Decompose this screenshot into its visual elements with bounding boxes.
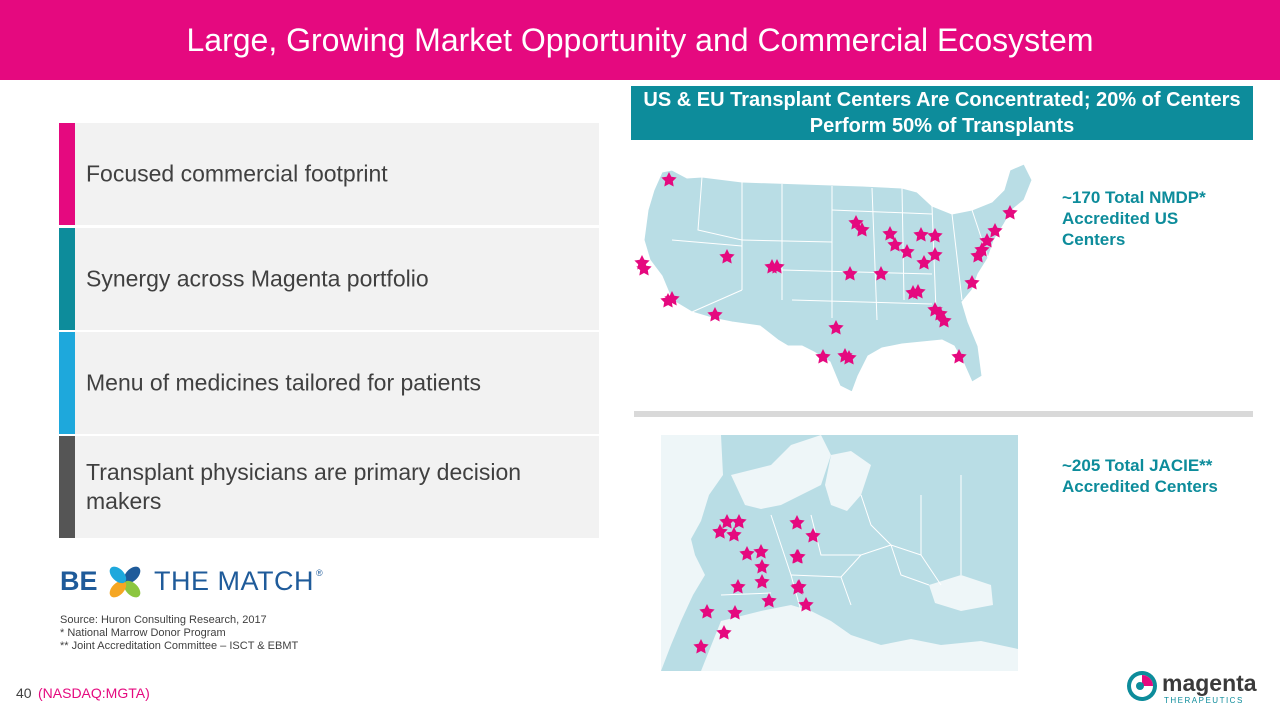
panel-accent-bar bbox=[59, 123, 75, 225]
star-icon bbox=[754, 559, 770, 574]
star-icon bbox=[719, 514, 735, 529]
star-icon bbox=[974, 242, 990, 257]
star-icon bbox=[854, 222, 870, 237]
star-icon bbox=[789, 515, 805, 530]
footnotes: Source: Huron Consulting Research, 2017 … bbox=[60, 614, 298, 653]
logo-match-text: THE MATCH bbox=[154, 566, 314, 596]
star-icon bbox=[699, 604, 715, 619]
star-icon bbox=[841, 350, 857, 365]
star-icon bbox=[707, 307, 723, 322]
logo-mark-icon bbox=[109, 566, 141, 598]
star-icon bbox=[739, 546, 755, 561]
star-icon bbox=[1002, 205, 1018, 220]
eu-centers-stat: ~205 Total JACIE** Accredited Centers bbox=[1062, 456, 1218, 496]
star-icon bbox=[726, 527, 742, 542]
star-icon bbox=[951, 349, 967, 364]
mediterranean-sea-shape bbox=[701, 605, 1018, 671]
slide-title: Large, Growing Market Opportunity and Co… bbox=[186, 22, 1094, 58]
star-icon bbox=[693, 639, 709, 654]
star-icon bbox=[913, 227, 929, 242]
section-divider bbox=[634, 411, 1253, 417]
panel-focused-footprint: Focused commercial footprint bbox=[59, 123, 599, 225]
us-map bbox=[632, 150, 1032, 395]
panel-accent-bar bbox=[59, 436, 75, 538]
logo-be-text: BE bbox=[60, 566, 98, 596]
title-bar: Large, Growing Market Opportunity and Co… bbox=[0, 0, 1280, 80]
star-icon bbox=[887, 237, 903, 252]
star-icon bbox=[636, 261, 652, 276]
be-the-match-logo: BE THE MATCH ® bbox=[60, 560, 325, 604]
star-icon bbox=[805, 528, 821, 543]
panel-menu-medicines: Menu of medicines tailored for patients bbox=[59, 332, 599, 434]
star-icon bbox=[730, 579, 746, 594]
star-icon bbox=[712, 524, 728, 539]
star-icon bbox=[916, 255, 932, 270]
panel-text: Synergy across Magenta portfolio bbox=[86, 265, 429, 292]
us-centers-stat: ~170 Total NMDP* Accredited US Centers bbox=[1062, 188, 1206, 249]
star-icon bbox=[754, 574, 770, 589]
logo-registered-mark: ® bbox=[316, 568, 323, 578]
europe-sea-shapes bbox=[661, 435, 1018, 671]
footnote-source: Source: Huron Consulting Research, 2017 bbox=[60, 614, 267, 626]
us-land-shape bbox=[643, 163, 1032, 393]
star-icon bbox=[727, 605, 743, 620]
star-icon bbox=[664, 291, 680, 306]
star-icon bbox=[987, 223, 1003, 238]
star-icon bbox=[731, 514, 747, 529]
star-icon bbox=[828, 320, 844, 335]
europe-map bbox=[661, 435, 1018, 671]
panel-text: Transplant physicians are primary decisi… bbox=[86, 459, 522, 514]
star-icon bbox=[927, 247, 943, 262]
star-icon bbox=[899, 244, 915, 259]
baltic-sea-shape bbox=[825, 451, 871, 511]
star-icon bbox=[815, 349, 831, 364]
star-icon bbox=[660, 293, 676, 308]
brand-name: magenta bbox=[1162, 670, 1257, 696]
star-icon bbox=[719, 249, 735, 264]
star-icon bbox=[769, 259, 785, 274]
star-icon bbox=[842, 266, 858, 281]
star-icon bbox=[882, 226, 898, 241]
eu-transplant-center-stars bbox=[693, 514, 821, 654]
star-icon bbox=[936, 313, 952, 328]
star-icon bbox=[910, 284, 926, 299]
star-icon bbox=[798, 597, 814, 612]
atlantic-sea-shape bbox=[661, 435, 723, 671]
us-map-graphic bbox=[634, 163, 1032, 393]
panel-synergy: Synergy across Magenta portfolio bbox=[59, 228, 599, 330]
footnote-jacie: ** Joint Accreditation Committee – ISCT … bbox=[60, 640, 299, 652]
star-icon bbox=[964, 275, 980, 290]
us-transplant-center-stars bbox=[634, 172, 1018, 365]
star-icon bbox=[716, 625, 732, 640]
page-number: 40 bbox=[16, 685, 32, 701]
star-icon bbox=[790, 549, 806, 564]
panel-text: Focused commercial footprint bbox=[86, 160, 388, 187]
black-sea-shape bbox=[929, 575, 993, 611]
footnote-nmdp: * National Marrow Donor Program bbox=[60, 627, 226, 639]
star-icon bbox=[927, 228, 943, 243]
ticker-symbol: (NASDAQ:MGTA) bbox=[38, 685, 150, 701]
star-icon bbox=[661, 172, 677, 187]
panel-text: Menu of medicines tailored for patients bbox=[86, 369, 482, 396]
panel-accent-bar bbox=[59, 332, 75, 434]
star-icon bbox=[873, 266, 889, 281]
panel-physicians: Transplant physicians are primary decisi… bbox=[59, 436, 599, 538]
north-sea-shape bbox=[731, 435, 831, 509]
panel-accent-bar bbox=[59, 228, 75, 330]
transplant-centers-headline: US & EU Transplant Centers Are Concentra… bbox=[631, 86, 1253, 140]
star-icon bbox=[761, 593, 777, 608]
star-icon bbox=[753, 544, 769, 559]
europe-map-graphic bbox=[661, 435, 1018, 671]
star-icon bbox=[848, 215, 864, 230]
star-icon bbox=[791, 579, 807, 594]
magenta-logo-icon bbox=[1127, 671, 1157, 701]
magenta-brand-logo: magenta THERAPEUTICS bbox=[1126, 668, 1257, 708]
europe-borders bbox=[720, 475, 962, 612]
star-icon bbox=[979, 233, 995, 248]
brand-subtitle: THERAPEUTICS bbox=[1164, 696, 1244, 705]
